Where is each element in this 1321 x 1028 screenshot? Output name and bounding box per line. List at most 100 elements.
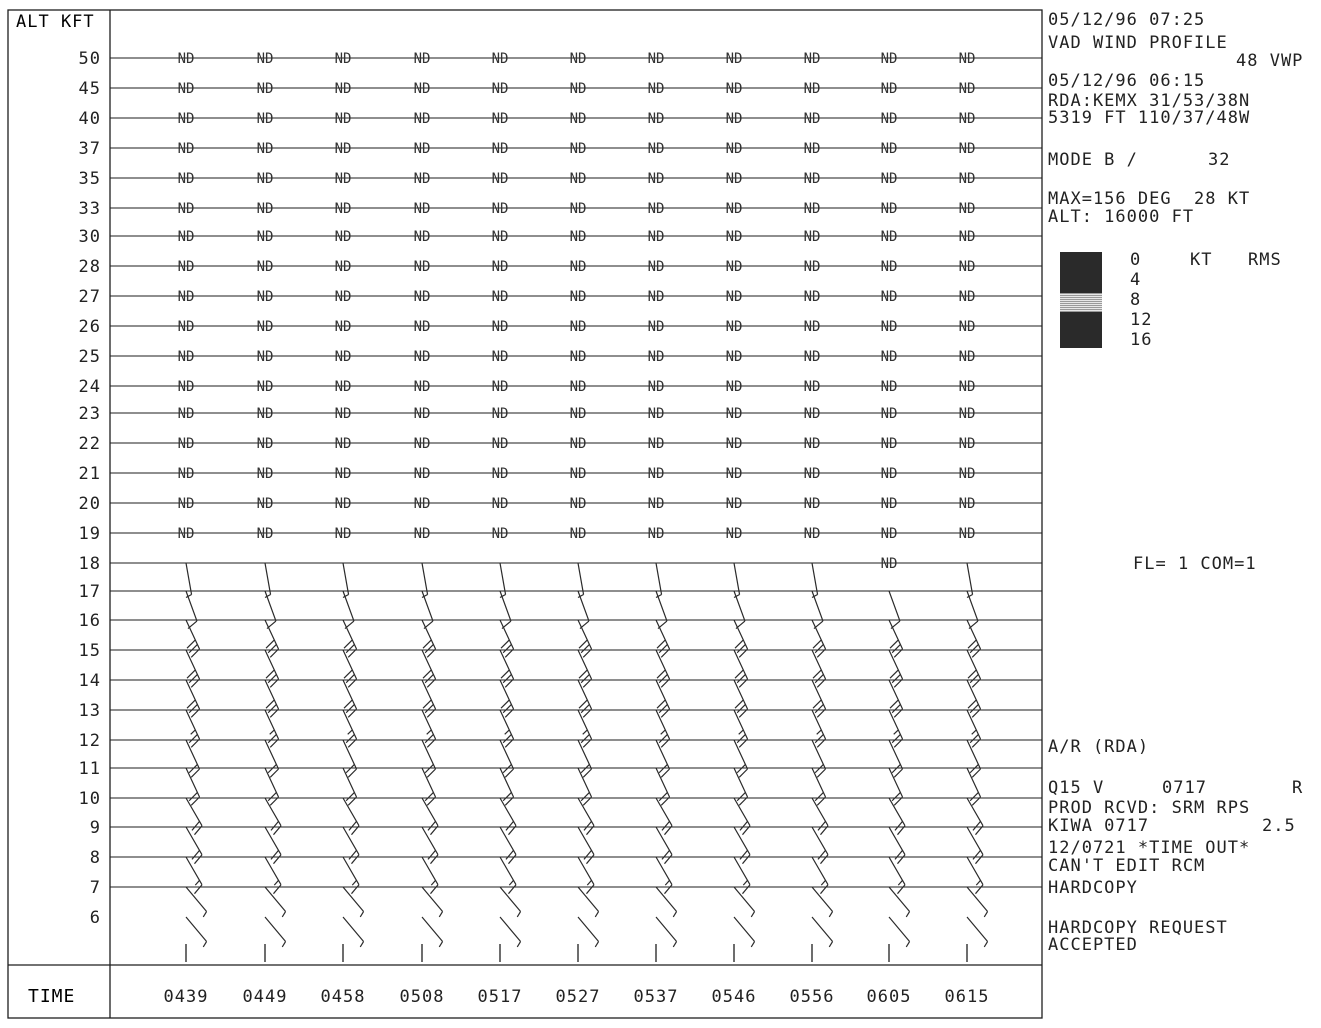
mode-label: MODE B /	[1048, 150, 1138, 170]
nd-mark-37-0449: ND	[257, 141, 274, 157]
time-label-0537: 0537	[634, 987, 679, 1007]
barb-half-feather	[508, 879, 514, 886]
queue-flag: R	[1292, 778, 1304, 798]
barb-feather	[427, 820, 436, 831]
barb-staff	[966, 649, 982, 680]
barb-feather	[269, 648, 279, 658]
barb-staff	[888, 709, 904, 740]
altitude-label-14: 14	[79, 671, 101, 691]
time-label-0517: 0517	[478, 987, 523, 1007]
barb-feather	[267, 644, 277, 654]
nd-mark-50-0615: ND	[959, 51, 976, 67]
time-label-0546: 0546	[712, 987, 757, 1007]
nd-mark-45-0556: ND	[804, 81, 821, 97]
barb-feather	[738, 738, 748, 748]
time-label-0527: 0527	[556, 987, 601, 1007]
barb-feather	[578, 639, 588, 649]
barb-half-feather	[438, 911, 444, 918]
barb-staff	[733, 797, 751, 827]
nd-mark-40-0546: ND	[726, 111, 743, 127]
barb-staff	[185, 562, 193, 595]
barb-half-feather	[594, 911, 600, 918]
barb-feather	[971, 708, 981, 718]
barb-feather	[582, 796, 592, 806]
volume-time: 05/12/96 06:15	[1048, 71, 1206, 91]
barb-staff	[342, 856, 360, 886]
barb-feather	[426, 648, 436, 658]
barb-staff	[421, 916, 444, 942]
nd-mark-24-0449: ND	[257, 379, 274, 395]
barb-staff	[185, 619, 201, 650]
barb-staff	[966, 826, 984, 856]
wind-barb-7-0605	[888, 886, 911, 918]
nd-mark-27-0458: ND	[335, 289, 352, 305]
barb-feather	[739, 820, 748, 831]
barb-staff	[499, 679, 515, 710]
wind-barb-16-0615	[966, 619, 982, 658]
barb-feather	[508, 884, 517, 895]
barb-half-feather	[190, 729, 196, 735]
barb-staff	[577, 649, 593, 680]
wind-barb-12-0449	[264, 739, 280, 778]
nd-mark-35-0537: ND	[648, 171, 665, 187]
barb-staff	[577, 679, 593, 710]
barb-feather	[969, 674, 979, 684]
barb-feather	[347, 678, 357, 688]
barb-feather	[347, 648, 357, 658]
barb-feather	[270, 849, 279, 860]
time-label-0615: 0615	[945, 987, 990, 1007]
nd-mark-26-0508: ND	[414, 319, 431, 335]
wind-barb-14-0508	[421, 679, 437, 718]
barb-staff	[966, 739, 982, 770]
wind-barb-8-0439	[185, 856, 203, 895]
barb-staff	[499, 797, 517, 827]
barb-feather	[742, 884, 751, 895]
barb-feather	[194, 854, 203, 865]
barb-feather	[422, 699, 432, 709]
nd-mark-23-0517: ND	[492, 406, 509, 422]
legend-label-12: 12	[1130, 310, 1153, 330]
nd-mark-23-0527: ND	[570, 406, 587, 422]
barb-half-feather	[586, 879, 592, 886]
barb-staff	[655, 886, 678, 912]
barb-feather	[660, 738, 670, 748]
barb-staff	[421, 856, 439, 886]
altitude-label-19: 19	[79, 524, 101, 544]
queue-label: Q15 V	[1048, 778, 1105, 798]
altitude-label-40: 40	[79, 109, 101, 129]
barb-feather	[891, 674, 901, 684]
barb-staff	[342, 886, 365, 912]
barb-feather	[582, 768, 592, 778]
nd-mark-35-0508: ND	[414, 171, 431, 187]
nd-mark-19-0527: ND	[570, 526, 587, 542]
site-elevation: 5319 FT 110/37/48W	[1048, 108, 1251, 128]
product-timestamp: 05/12/96 07:25	[1048, 10, 1206, 30]
barb-staff	[185, 590, 198, 622]
wind-barb-9-0527	[577, 826, 595, 865]
wind-barb-14-0546	[733, 679, 749, 718]
barb-feather	[738, 796, 748, 806]
altitude-label-21: 21	[79, 464, 101, 484]
barb-staff	[185, 826, 203, 856]
wind-barb-18-0439	[185, 562, 193, 599]
barb-half-feather	[828, 941, 834, 948]
nd-mark-24-0517: ND	[492, 379, 509, 395]
nd-mark-37-0508: ND	[414, 141, 431, 157]
barb-feather	[968, 620, 979, 630]
nd-mark-27-0537: ND	[648, 289, 665, 305]
barb-feather	[664, 884, 673, 895]
nd-mark-26-0546: ND	[726, 319, 743, 335]
wind-barb-14-0615	[966, 679, 982, 718]
barb-feather	[893, 796, 903, 806]
barb-feather	[820, 854, 829, 865]
barb-feather	[273, 884, 282, 895]
nd-mark-50-0439: ND	[178, 51, 195, 67]
barb-half-feather	[516, 941, 522, 948]
wind-barb-8-0546	[733, 856, 751, 895]
barb-feather	[583, 820, 592, 831]
barb-feather	[890, 620, 901, 630]
barb-staff	[499, 709, 515, 740]
barb-staff	[733, 619, 749, 650]
barb-feather	[891, 792, 901, 802]
barb-feather	[893, 708, 903, 718]
